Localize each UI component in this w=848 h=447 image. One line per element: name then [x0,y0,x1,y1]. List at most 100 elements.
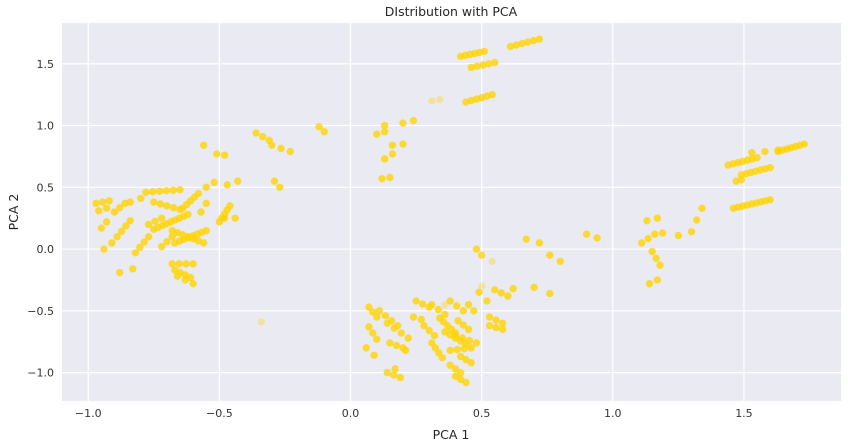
data-point [467,344,475,352]
data-points [92,35,808,387]
data-point [199,141,208,149]
data-point [467,359,475,367]
y-tick-label: 0.0 [37,243,55,256]
data-point [687,228,696,236]
data-point [142,188,150,196]
data-point [485,321,494,330]
data-point [653,214,662,222]
data-point [140,238,148,246]
data-point [766,195,774,204]
data-point [418,300,427,308]
grid-lines [62,23,841,401]
data-point [252,129,260,137]
data-point [506,42,515,51]
data-point [257,318,265,326]
data-point [774,146,782,154]
x-tick-label: −0.5 [206,407,233,420]
data-point [456,368,465,377]
data-point [182,260,190,268]
data-point [475,288,483,296]
data-point [234,177,242,185]
data-point [693,216,701,224]
data-point [373,130,381,138]
data-point [131,249,140,257]
data-point [176,186,184,194]
data-point [491,286,499,294]
data-point [286,147,294,156]
data-point [270,177,279,185]
data-point [202,199,210,208]
data-point [674,231,683,240]
data-point [277,144,285,153]
data-point [102,204,111,212]
data-point [546,251,554,259]
data-point [441,301,449,309]
data-point [369,308,377,316]
x-tick-label: 1.5 [735,407,753,420]
data-point [194,189,203,198]
data-point [470,307,478,315]
data-point [648,247,656,256]
data-point [478,282,486,290]
data-point [401,346,410,355]
data-point [491,58,499,67]
data-point [126,216,134,225]
data-point [173,272,182,280]
data-point [122,222,130,230]
data-point [168,260,176,268]
data-point [390,371,398,379]
data-point [396,373,405,382]
data-point [417,315,426,324]
data-point [766,163,774,172]
data-point [184,210,192,219]
data-point [150,198,158,206]
data-point [473,62,481,70]
data-point [129,265,137,273]
data-point [276,183,284,191]
data-point [556,257,565,266]
data-point [383,368,391,377]
data-point [453,345,461,354]
data-point [392,341,401,350]
data-point [498,325,507,334]
data-point [386,173,394,182]
data-point [582,230,591,238]
data-point [100,245,108,253]
x-tick-label: 0.0 [342,407,360,420]
data-point [498,319,507,327]
data-point [92,199,100,208]
data-point [113,233,121,241]
data-point [213,150,221,158]
data-point [446,346,454,355]
chart-title: DIstribution with PCA [385,4,518,19]
data-point [116,268,124,277]
data-point [509,284,517,293]
data-point [485,313,494,321]
data-point [477,251,486,259]
x-tick-label: 1.0 [604,407,622,420]
data-point [512,41,520,49]
data-point [436,95,444,104]
data-point [504,292,512,300]
data-point [467,63,475,72]
data-point [441,310,449,319]
data-point [409,313,418,321]
data-point [535,35,544,43]
data-point [95,207,103,215]
data-point [399,119,407,127]
data-point [136,194,145,203]
data-point [380,121,389,130]
data-point [268,141,276,149]
data-point [373,313,381,321]
data-point [105,197,113,205]
data-point [362,344,370,352]
data-point [454,317,462,325]
y-tick-label: −0.5 [27,305,54,318]
data-point [425,326,433,335]
data-point [651,230,659,238]
data-point [144,220,153,229]
data-point [373,335,381,343]
data-point [108,239,116,247]
data-point [488,90,496,99]
